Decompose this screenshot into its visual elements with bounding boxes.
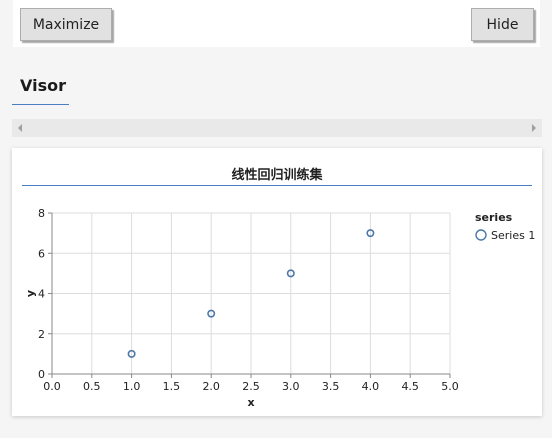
x-tick-label: 1.0 bbox=[123, 380, 141, 393]
tab-visor[interactable]: Visor bbox=[12, 70, 69, 105]
chart-title: 线性回归训练集 bbox=[231, 168, 323, 183]
scatter-chart: 0.0 0.5 1.0 1.5 2.0 2.5 3.0 3.5 4.0 4.5 5.0 0 2 4 6 8 x y… bbox=[24, 207, 535, 409]
x-tick-label: 2.0 bbox=[202, 380, 220, 393]
x-tick-label: 0.0 bbox=[43, 380, 61, 393]
scroll-left-icon[interactable] bbox=[18, 124, 22, 132]
maximize-button[interactable]: Maximize bbox=[20, 8, 112, 41]
data-point bbox=[286, 269, 295, 278]
hide-button[interactable]: Hide bbox=[471, 8, 534, 41]
legend-symbol-icon bbox=[475, 229, 487, 241]
x-tick-label: 5.0 bbox=[441, 380, 459, 393]
data-point bbox=[366, 229, 375, 238]
y-tick-label: 6 bbox=[38, 247, 45, 260]
y-tick-label: 8 bbox=[38, 207, 45, 220]
x-tick-label: 1.5 bbox=[163, 380, 181, 393]
x-tick-label: 2.5 bbox=[242, 380, 260, 393]
y-tick-label: 2 bbox=[38, 328, 45, 341]
data-point bbox=[207, 309, 216, 318]
data-point bbox=[127, 349, 136, 358]
tab-label: Visor bbox=[20, 76, 66, 95]
y-tick-label: 0 bbox=[38, 368, 45, 381]
chart-card: 线性回归训练集 0.0 0.5 1.0 1.5 2.0 2.5 3.0 3.5 4.0 4.5 5.… bbox=[12, 148, 542, 416]
y-tick-label: 4 bbox=[38, 288, 45, 301]
toolbar: Maximize Hide bbox=[13, 0, 540, 47]
legend-title: series bbox=[475, 211, 513, 224]
y-axis-title: y bbox=[24, 290, 37, 297]
x-tick-label: 4.5 bbox=[401, 380, 419, 393]
x-tick-label: 3.5 bbox=[322, 380, 340, 393]
x-tick-label: 3.0 bbox=[282, 380, 300, 393]
x-tick-label: 0.5 bbox=[83, 380, 101, 393]
legend-entry: Series 1 bbox=[491, 229, 535, 242]
horizontal-scrollbar[interactable] bbox=[12, 119, 542, 137]
x-tick-label: 4.0 bbox=[362, 380, 380, 393]
x-axis-title: x bbox=[247, 396, 254, 409]
title-divider bbox=[22, 185, 532, 186]
scroll-right-icon[interactable] bbox=[532, 124, 536, 132]
